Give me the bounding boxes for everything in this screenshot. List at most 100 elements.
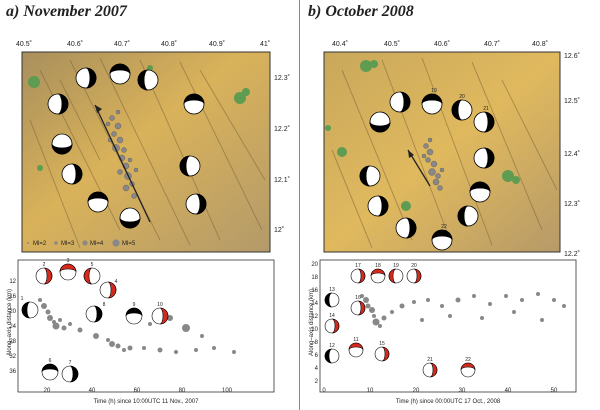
y-tick: 18 [311,275,318,281]
plot-b: Along–axis distance (km) 20 18 16 14 12 … [309,259,577,405]
plot-a-event-labels: 2 3 5 4 8 9 10 1 6 7 [21,258,163,366]
beachball-icon [61,365,79,383]
beachball-icon [422,362,438,378]
beachball-icon [137,69,159,91]
plot-a-y-ticks: 12 16 20 24 28 32 36 [9,279,16,375]
y-tick: 4 [315,366,319,372]
beach-label: 19 [431,88,437,94]
x-tick: 0 [322,388,326,394]
x-tick: 40 [505,388,512,394]
event-label: 21 [427,357,433,363]
beachball-icon [388,268,404,284]
plot-b-xlabel: Time (h) since 00:00UTC 17 Oct., 2008 [396,399,501,405]
beachball-icon [47,93,69,115]
beachball-icon [370,268,386,284]
beachball-icon [457,205,479,227]
beachball-icon [374,346,390,362]
lon-tick: 40.5˚ [16,40,32,48]
event-label: 7 [69,360,72,366]
x-tick: 60 [134,388,141,394]
lon-tick: 40.7˚ [114,40,130,48]
x-tick: 100 [222,388,233,394]
beachball-icon [460,362,476,378]
beachball-icon [21,301,39,319]
beachball-icon [35,267,53,285]
lon-tick: 40.6˚ [434,40,450,48]
lon-tick: 40.4˚ [332,40,348,48]
lat-tick: 12.1˚ [274,176,290,184]
event-label: 16 [355,295,361,301]
beach-label: 20 [459,94,465,100]
beachball-icon [389,91,411,113]
y-tick: 12 [311,314,318,320]
beachball-icon [324,318,340,334]
beachball-icon [451,99,473,121]
beachball-icon [83,267,101,285]
event-label: 6 [49,358,52,364]
beachball-icon [406,268,422,284]
beachball-icon [109,63,131,85]
y-tick: 20 [311,262,318,268]
y-tick: 6 [315,353,319,359]
beachball-icon [185,193,207,215]
map-a: Ml=2 Ml=3 Ml=4 Ml=5 [21,51,271,253]
plot-b-x-ticks: 0 10 20 30 40 50 [322,388,558,394]
lat-tick: 12˚ [274,226,284,234]
beachball-icon [51,133,73,155]
beachball-icon [179,155,201,177]
lon-tick: 40.9˚ [209,40,225,48]
plot-a-ylabel: Along–axis distance (km) [7,289,13,356]
beachball-icon [350,268,366,284]
beachball-icon [359,165,381,187]
y-tick: 8 [315,340,319,346]
panel-a: a) November 2007 40.5˚ 40.6˚ 40.7˚ 40.8˚… [0,0,298,410]
map-a-lat-ticks: 12.3˚ 12.2˚ 12.1˚ 12˚ [274,74,290,234]
event-label: 18 [375,263,381,269]
legend-entry: Ml=5 [122,241,136,247]
y-tick: 16 [9,294,16,300]
lat-tick: 12.6˚ [564,52,580,60]
beachball-icon [395,217,417,239]
panel-a-figure: 40.5˚ 40.6˚ 40.7˚ 40.8˚ 40.9˚ 41˚ [7,40,290,405]
lat-tick: 12.2˚ [274,125,290,133]
event-label: 15 [379,341,385,347]
beachball-icon [59,263,77,281]
beachball-icon [350,300,366,316]
x-tick: 40 [89,388,96,394]
legend-entry: Ml=3 [61,241,75,247]
legend-entry: Ml=2 [33,241,47,247]
y-tick: 28 [9,339,16,345]
plot-a-x-ticks: 20 40 60 80 100 [44,388,233,394]
event-label: 8 [103,302,106,308]
event-label: 9 [133,302,136,308]
beachball-icon [431,229,453,251]
event-label: 10 [157,302,163,308]
x-tick: 30 [459,388,466,394]
map-b-beach-labels: 19 20 21 22 [431,88,489,230]
y-tick: 12 [9,279,16,285]
plot-a-xlabel: Time (h) since 10:00UTC 11 Nov., 2007 [94,399,200,405]
lon-tick: 40.5˚ [384,40,400,48]
event-label: 3 [67,258,70,264]
beachball-icon [99,281,117,299]
lat-tick: 12.2˚ [564,250,580,258]
plot-a: Along–axis distance (km) 12 16 20 24 28 … [7,258,275,405]
panel-b: b) October 2008 40.4˚ 40.5˚ 40.6˚ 40.7˚ … [302,0,600,410]
x-tick: 20 [44,388,51,394]
plot-b-y-ticks: 20 18 16 14 12 10 8 6 4 2 [311,262,318,385]
beachball-icon [61,163,83,185]
event-label: 12 [329,343,335,349]
event-label: 5 [91,262,94,268]
lat-tick: 12.3˚ [564,200,580,208]
lon-tick: 40.8˚ [161,40,177,48]
lon-tick: 40.8˚ [532,40,548,48]
beachball-icon [469,181,491,203]
event-label: 22 [465,357,471,363]
map-b-lon-ticks: 40.4˚ 40.5˚ 40.6˚ 40.7˚ 40.8˚ [332,40,548,48]
event-label: 4 [115,279,118,285]
x-tick: 10 [367,388,374,394]
lon-tick: 41˚ [260,40,270,48]
beachball-icon [324,292,340,308]
beachball-icon [85,305,103,323]
y-tick: 24 [9,324,16,330]
